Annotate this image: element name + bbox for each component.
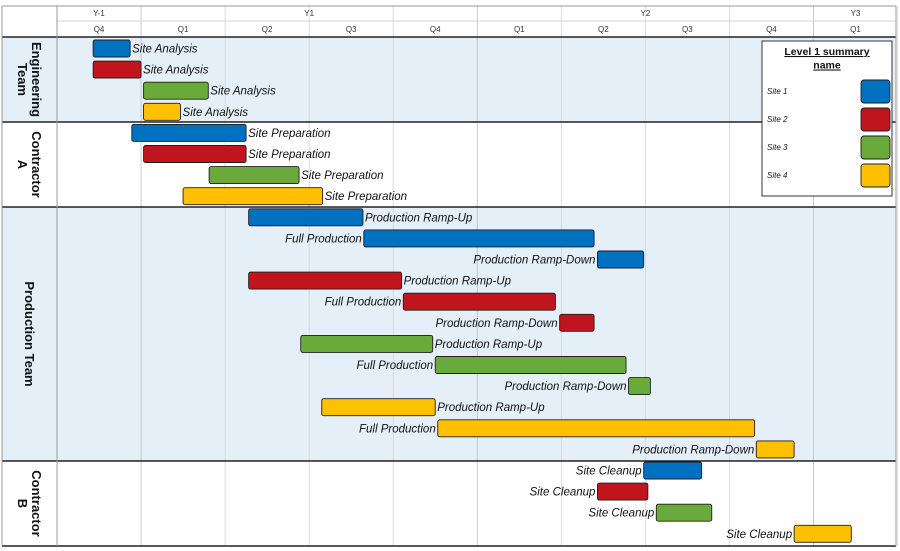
legend-item-label: Site 4 xyxy=(767,171,788,180)
lane-label-line: A xyxy=(15,160,30,170)
task-bar xyxy=(643,461,703,480)
quarter-gridlines xyxy=(56,6,898,546)
lane-label-line: B xyxy=(15,499,30,508)
task-bar xyxy=(300,334,434,353)
task-label: Site Preparation xyxy=(325,191,407,203)
task-label: Production Ramp-Down xyxy=(504,381,626,393)
task-label: Full Production xyxy=(357,360,434,372)
legend-title: Level 1 summary xyxy=(784,46,869,58)
task-label: Full Production xyxy=(285,233,362,245)
task-label: Full Production xyxy=(359,423,436,435)
task-bar xyxy=(559,313,595,332)
task-label: Site Cleanup xyxy=(588,508,654,520)
task-bar xyxy=(182,187,324,206)
quarter-label: Q1 xyxy=(514,25,525,34)
year-label: Y-1 xyxy=(93,9,105,18)
quarter-label: Q2 xyxy=(598,25,609,34)
task-bar xyxy=(363,229,595,248)
task-bar xyxy=(628,377,651,396)
task-bar xyxy=(434,356,627,374)
task-bar xyxy=(402,292,556,311)
task-label: Full Production xyxy=(325,297,402,309)
quarter-label: Q4 xyxy=(430,25,441,34)
legend-swatch xyxy=(860,107,891,132)
lane-label-line: Engineering xyxy=(29,42,44,117)
task-label: Site Cleanup xyxy=(726,529,792,541)
legend-title: name xyxy=(813,60,841,72)
task-label: Site Cleanup xyxy=(530,487,596,499)
task-label: Site Analysis xyxy=(210,86,276,98)
task-bar xyxy=(131,123,247,142)
task-bar xyxy=(143,102,182,121)
lane-label-line: Contractor xyxy=(29,470,44,536)
quarter-label: Q2 xyxy=(262,25,273,34)
quarter-label: Q1 xyxy=(178,25,189,34)
timeline-header: Y-1 Y1 Y2 Y3 Q4 Q1 Q2 Q3 Q4 Q1 Q2 Q3 Q4 Q1 xyxy=(2,5,896,34)
task-label: Site Analysis xyxy=(132,44,198,56)
task-bar xyxy=(755,440,795,459)
legend-item-label: Site 3 xyxy=(767,143,788,152)
task-label: Production Ramp-Up xyxy=(435,339,543,351)
task-bar xyxy=(321,398,436,417)
task-bar xyxy=(208,166,300,185)
lane-label: Production Team xyxy=(22,281,37,386)
legend-item-label: Site 2 xyxy=(767,115,788,124)
lane-label: ContractorB xyxy=(15,470,44,536)
lane-label-line: Production Team xyxy=(22,281,37,386)
task-label: Site Analysis xyxy=(183,107,249,119)
legend-swatch xyxy=(860,135,891,160)
quarter-label: Q3 xyxy=(682,25,693,34)
task-bar xyxy=(437,419,756,438)
quarter-label: Q4 xyxy=(766,25,777,34)
task-label: Site Cleanup xyxy=(576,466,642,478)
lane-label-line: Team xyxy=(15,63,30,96)
task-bar xyxy=(793,524,852,543)
lane-backgrounds xyxy=(2,37,896,461)
lane-label: EngineeringTeam xyxy=(15,42,44,117)
task-label: Production Ramp-Down xyxy=(632,444,754,456)
task-label: Production Ramp-Down xyxy=(436,318,558,330)
lane-label: ContractorA xyxy=(15,131,44,197)
year-label: Y2 xyxy=(640,9,650,18)
task-label: Production Ramp-Up xyxy=(437,402,545,414)
lane-shading xyxy=(2,207,896,461)
task-bar xyxy=(92,39,131,58)
task-bar xyxy=(92,60,142,79)
quarter-label: Q1 xyxy=(850,25,861,34)
task-bar xyxy=(143,81,209,100)
task-bar xyxy=(596,482,649,501)
task-label: Site Analysis xyxy=(143,65,209,77)
task-bar xyxy=(596,250,645,269)
task-bar xyxy=(248,208,364,227)
legend-swatch xyxy=(860,163,891,188)
task-label: Site Preparation xyxy=(301,170,383,182)
task-label: Site Preparation xyxy=(248,149,330,161)
task-label: Production Ramp-Up xyxy=(365,212,473,224)
task-bar xyxy=(143,145,247,163)
year-label: Y3 xyxy=(851,9,861,18)
task-bar xyxy=(248,271,403,290)
year-label: Y1 xyxy=(304,9,314,18)
legend-swatch xyxy=(860,79,891,104)
quarter-label: Q4 xyxy=(94,25,105,34)
task-bar xyxy=(655,503,713,522)
task-label: Site Preparation xyxy=(248,128,330,140)
lane-label-line: Contractor xyxy=(29,131,44,197)
task-label: Production Ramp-Down xyxy=(473,255,595,267)
legend-item-label: Site 1 xyxy=(767,87,787,96)
legend: Level 1 summary name Site 1 Site 2 Site 3 Sit… xyxy=(761,40,893,197)
task-label: Production Ramp-Up xyxy=(404,276,512,288)
quarter-label: Q3 xyxy=(346,25,357,34)
